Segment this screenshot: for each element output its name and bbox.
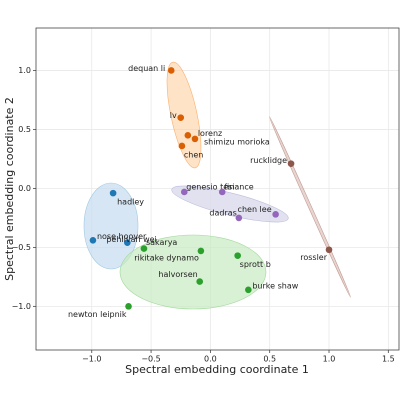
point-label: sprott b bbox=[240, 260, 271, 269]
point-label: rossler bbox=[300, 253, 327, 262]
point-label: halvorsen bbox=[158, 270, 197, 279]
y-tick-label: 0.0 bbox=[18, 184, 31, 193]
cluster-ellipse bbox=[269, 116, 351, 298]
point-label: shimizu morioka bbox=[204, 137, 270, 146]
y-tick-label: 1.0 bbox=[18, 66, 31, 75]
point bbox=[245, 286, 252, 294]
point bbox=[177, 114, 185, 121]
point-label: chen bbox=[184, 150, 203, 159]
point bbox=[167, 67, 175, 74]
point bbox=[235, 214, 243, 222]
point-label: dadras bbox=[209, 208, 236, 217]
point-label: lv bbox=[170, 111, 177, 120]
point bbox=[178, 142, 186, 150]
point-label: finance bbox=[224, 182, 253, 191]
x-tick-label: 0.5 bbox=[263, 355, 276, 364]
x-tick-label: −0.5 bbox=[141, 355, 160, 364]
point bbox=[191, 135, 199, 143]
point bbox=[272, 211, 279, 218]
point bbox=[180, 188, 188, 196]
point bbox=[196, 278, 204, 285]
point-label: pehlivan wei bbox=[106, 235, 156, 244]
x-tick-label: −1.0 bbox=[82, 355, 101, 364]
point bbox=[125, 303, 132, 310]
point bbox=[218, 188, 226, 196]
point-label: nose hoover bbox=[97, 232, 147, 241]
plot-frame bbox=[35, 27, 400, 351]
point-label: rucklidge bbox=[250, 156, 287, 165]
x-tick-label: 1.0 bbox=[323, 355, 336, 364]
point bbox=[140, 245, 148, 252]
x-axis-title: Spectral embedding coordinate 1 bbox=[125, 363, 309, 376]
point-label: burke shaw bbox=[252, 281, 298, 290]
point bbox=[184, 132, 192, 139]
y-tick-label: −0.5 bbox=[12, 243, 31, 252]
point bbox=[109, 189, 117, 197]
point bbox=[124, 239, 131, 246]
point bbox=[325, 246, 333, 254]
point-label: dequan li bbox=[128, 64, 165, 73]
cluster-ellipse bbox=[119, 234, 267, 310]
point-label: rikitake dynamo bbox=[134, 253, 199, 262]
y-tick-label: −1.0 bbox=[12, 302, 31, 311]
point-label: newton leipnik bbox=[68, 310, 127, 319]
point-label: genesio tesi bbox=[186, 182, 234, 191]
point-label: hadley bbox=[117, 198, 144, 207]
cluster-ellipse bbox=[171, 185, 289, 223]
point-label: chen lee bbox=[238, 205, 272, 214]
point bbox=[89, 237, 97, 244]
point-label: lorenz bbox=[198, 129, 222, 138]
point-label: sakarya bbox=[146, 238, 177, 247]
y-tick-label: 0.5 bbox=[18, 125, 31, 134]
point bbox=[287, 160, 295, 167]
x-tick-label: 0.0 bbox=[204, 355, 217, 364]
cluster-ellipse bbox=[83, 182, 139, 270]
cluster-ellipse bbox=[166, 61, 202, 169]
y-axis-title: Spectral embedding coordinate 2 bbox=[3, 97, 16, 281]
point bbox=[234, 252, 241, 259]
x-tick-label: 1.5 bbox=[382, 355, 395, 364]
point bbox=[197, 247, 205, 255]
